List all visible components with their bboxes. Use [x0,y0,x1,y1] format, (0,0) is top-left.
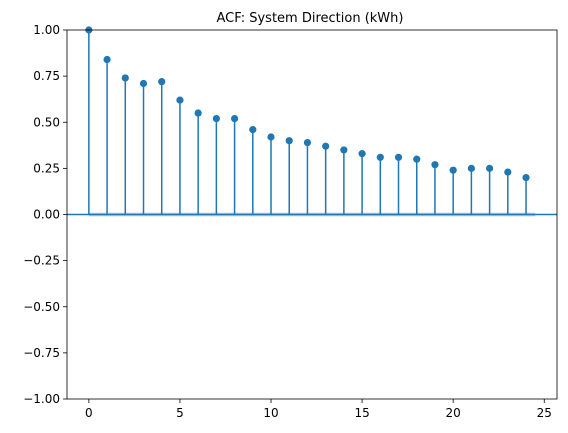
y-tick-label: 0.25 [33,161,60,175]
stem-marker [340,146,348,154]
y-tick-label: 0.75 [33,69,60,83]
y-tick-label: −0.25 [23,254,60,268]
y-tick-label: 0.50 [33,115,60,129]
stem-marker [413,155,421,163]
x-tick-label: 25 [537,406,552,420]
stem-marker [158,78,166,86]
stem-marker [431,161,439,169]
x-tick-label: 20 [446,406,461,420]
stem-marker [449,166,457,174]
stem-marker [522,174,530,182]
stem-marker [194,109,202,117]
stem-marker [394,153,403,161]
x-axis-ticks: 0 5 10 15 20 25 [85,399,552,420]
x-tick-label: 10 [263,406,278,420]
stem-marker [303,138,312,147]
stem-marker [376,153,384,161]
stem-marker [322,142,330,150]
stem-marker [121,74,129,82]
stem-marker [103,55,111,64]
stem-marker [176,96,184,104]
y-tick-label: −1.00 [23,392,60,406]
stem-marker [212,114,220,123]
stem-marker [230,114,239,123]
y-tick-label: −0.50 [23,300,60,314]
y-tick-label: −0.75 [23,346,60,360]
stem-marker [267,133,275,141]
stem-marker [139,79,148,88]
x-tick-label: 15 [354,406,369,420]
y-tick-label: 1.00 [33,23,60,37]
chart-title: ACF: System Direction (kWh) [217,11,404,26]
y-axis-ticks: −1.00 −0.75 −0.50 −0.25 0.00 0.25 0.50 0.75 1.00 [23,23,67,406]
stem-layer [85,26,530,215]
stem-marker [249,126,257,134]
stem-marker [467,164,475,172]
stem-marker [486,164,494,172]
x-tick-label: 5 [176,406,184,420]
y-tick-label: 0.00 [33,208,60,222]
x-tick-label: 0 [85,406,93,420]
stem-marker [358,150,366,158]
stem-marker [285,137,293,145]
stem-marker [504,168,512,176]
